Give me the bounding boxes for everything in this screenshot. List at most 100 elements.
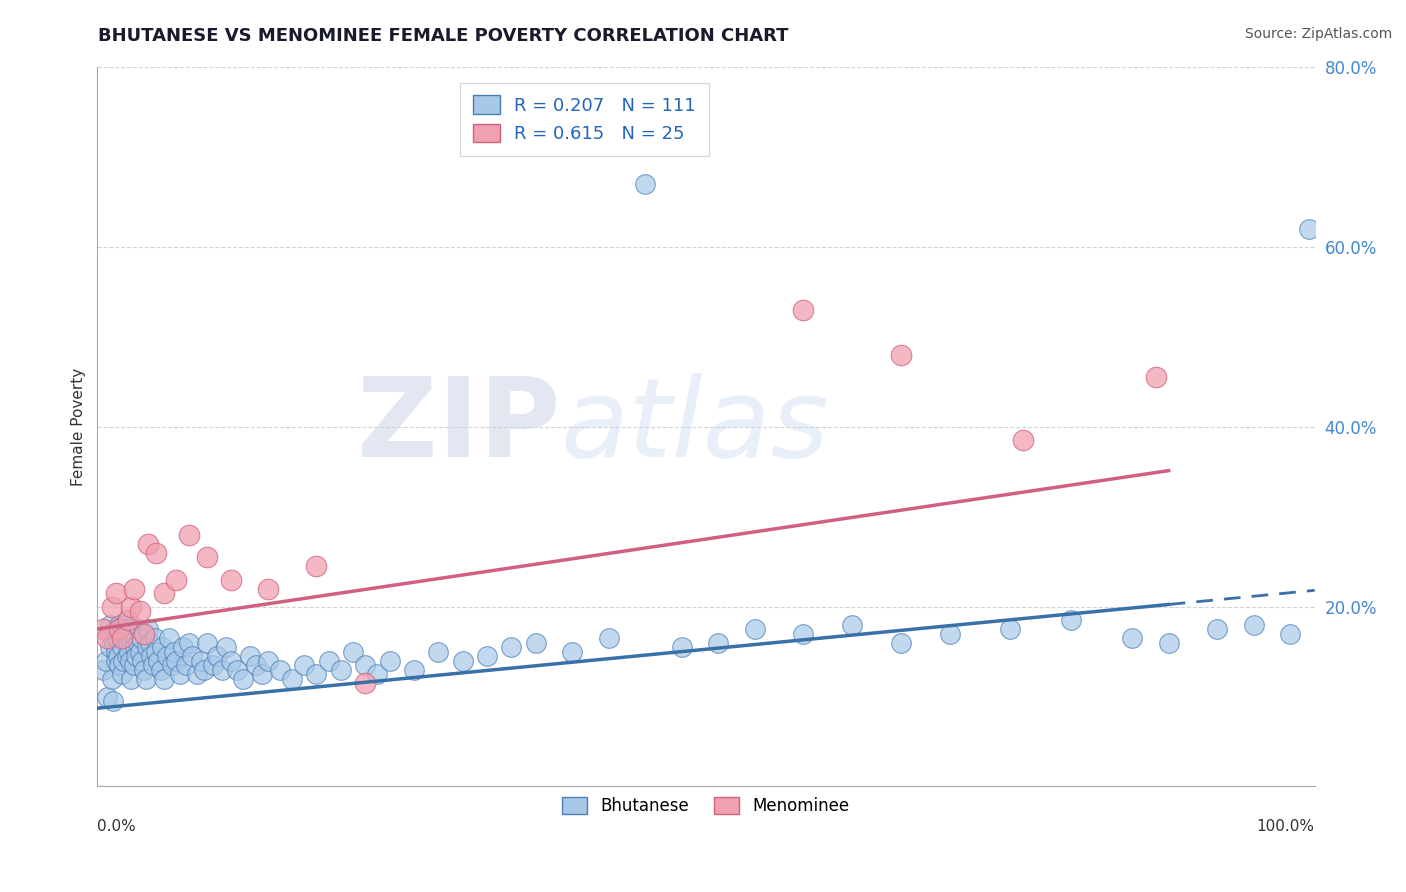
Point: [115, 648, 138, 663]
Point: [1060, 613, 1083, 627]
Point: [561, 644, 583, 658]
Point: [744, 622, 766, 636]
Point: [402, 663, 425, 677]
Point: [1279, 626, 1302, 640]
Point: [153, 672, 176, 686]
Point: [104, 653, 127, 667]
Point: [138, 635, 160, 649]
Point: [172, 640, 194, 654]
Point: [148, 653, 170, 667]
Point: [104, 644, 127, 658]
Point: [1206, 622, 1229, 636]
Point: [127, 635, 149, 649]
Point: [112, 631, 135, 645]
Point: [215, 640, 238, 654]
Point: [118, 644, 141, 658]
Text: 100.0%: 100.0%: [1257, 819, 1315, 834]
Point: [120, 672, 142, 686]
Point: [1011, 433, 1033, 447]
Point: [181, 648, 204, 663]
Point: [150, 640, 173, 654]
Point: [132, 663, 155, 677]
Point: [129, 604, 152, 618]
Point: [108, 622, 131, 636]
Point: [103, 635, 125, 649]
Point: [524, 635, 547, 649]
Point: [111, 653, 134, 667]
Point: [145, 644, 167, 658]
Point: [1146, 370, 1168, 384]
Point: [93, 663, 115, 677]
Point: [166, 573, 188, 587]
Point: [890, 347, 912, 361]
Point: [211, 663, 233, 677]
Point: [94, 653, 117, 667]
Point: [160, 658, 183, 673]
Point: [101, 694, 124, 708]
Point: [138, 622, 160, 636]
Point: [256, 582, 278, 596]
Point: [281, 672, 304, 686]
Point: [292, 658, 315, 673]
Point: [598, 631, 620, 645]
Point: [104, 622, 127, 636]
Point: [104, 586, 127, 600]
Point: [124, 640, 146, 654]
Point: [143, 631, 166, 645]
Point: [232, 672, 254, 686]
Legend: Bhutanese, Menominee: Bhutanese, Menominee: [555, 789, 856, 822]
Point: [238, 648, 260, 663]
Point: [105, 631, 128, 645]
Point: [98, 626, 121, 640]
Point: [131, 653, 153, 667]
Point: [219, 653, 242, 667]
Point: [186, 667, 208, 681]
Point: [318, 653, 340, 667]
Point: [193, 663, 215, 677]
Point: [707, 635, 730, 649]
Point: [219, 573, 242, 587]
Point: [117, 635, 139, 649]
Point: [475, 648, 498, 663]
Point: [98, 640, 121, 654]
Point: [117, 622, 139, 636]
Point: [366, 667, 388, 681]
Point: [354, 676, 377, 690]
Point: [245, 658, 267, 673]
Point: [177, 527, 200, 541]
Point: [96, 690, 118, 704]
Point: [93, 622, 115, 636]
Point: [108, 617, 131, 632]
Point: [114, 626, 136, 640]
Y-axis label: Female Poverty: Female Poverty: [72, 368, 86, 485]
Point: [250, 667, 273, 681]
Point: [111, 631, 134, 645]
Point: [305, 559, 328, 574]
Point: [177, 635, 200, 649]
Point: [120, 631, 142, 645]
Point: [132, 626, 155, 640]
Point: [1243, 617, 1265, 632]
Point: [174, 658, 197, 673]
Point: [354, 658, 377, 673]
Point: [145, 545, 167, 559]
Point: [98, 617, 121, 632]
Point: [195, 635, 218, 649]
Point: [166, 653, 188, 667]
Point: [153, 586, 176, 600]
Point: [305, 667, 328, 681]
Point: [101, 599, 124, 614]
Point: [226, 663, 249, 677]
Point: [841, 617, 863, 632]
Text: atlas: atlas: [560, 373, 828, 480]
Text: Source: ZipAtlas.com: Source: ZipAtlas.com: [1244, 27, 1392, 41]
Point: [1157, 635, 1180, 649]
Point: [101, 672, 124, 686]
Point: [451, 653, 474, 667]
Point: [329, 663, 352, 677]
Point: [121, 626, 143, 640]
Point: [427, 644, 450, 658]
Point: [122, 658, 145, 673]
Point: [501, 640, 523, 654]
Point: [111, 667, 134, 681]
